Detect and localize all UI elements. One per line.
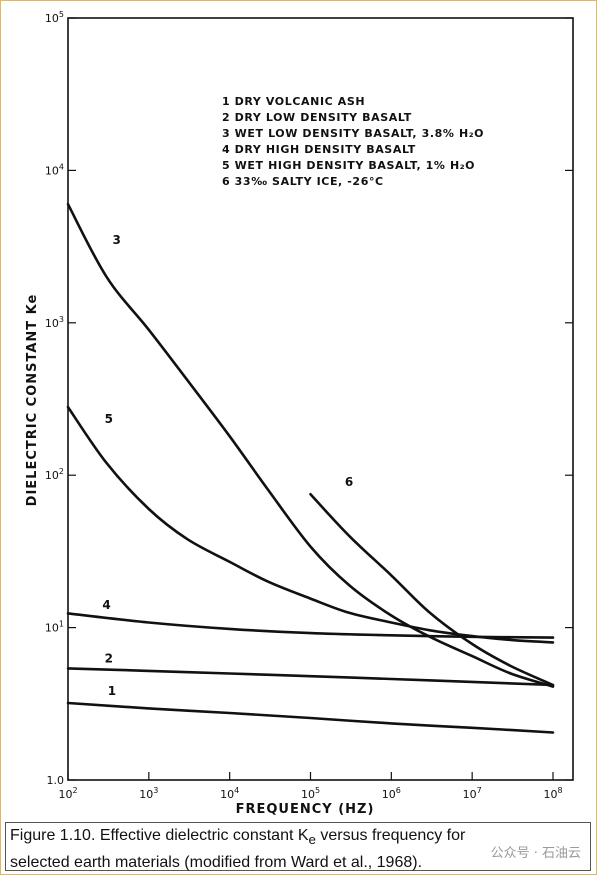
caption-subscript: e: [308, 832, 316, 848]
curve-series-2: [66, 667, 555, 687]
plot-area: [67, 17, 574, 781]
x-ticks: 102 103 104 105 106 107 108: [58, 772, 563, 801]
curve-label-5: 5: [105, 412, 113, 426]
y-tick-label-2: 102: [45, 467, 64, 482]
caption-line-1-suffix: versus frequency for: [315, 827, 466, 844]
curves: [66, 202, 555, 734]
watermark: 公众号 · 石油云: [490, 846, 581, 861]
y-tick-label-4: 104: [45, 162, 64, 177]
legend-entry-4: 4 DRY HIGH DENSITY BASALT: [222, 143, 416, 156]
y-tick-label-5: 105: [45, 10, 64, 25]
caption-line-2: selected earth materials (modified from …: [10, 854, 423, 872]
legend-entry-5: 5 WET HIGH DENSITY BASALT, 1% H₂O: [222, 159, 475, 172]
legend-entry-2: 2 DRY LOW DENSITY BASALT: [222, 111, 412, 124]
x-tick-label-4: 106: [382, 786, 401, 801]
legend: 1 DRY VOLCANIC ASH 2 DRY LOW DENSITY BASA…: [222, 95, 484, 188]
curve-series-4: [66, 612, 555, 639]
curve-label-3: 3: [112, 233, 120, 247]
caption-line-1: Figure 1.10. Effective dielectric consta…: [10, 824, 586, 851]
curve-label-4: 4: [102, 598, 110, 612]
y-tick-label-0: 1.0: [47, 774, 65, 787]
curve-series-3: [66, 202, 555, 688]
curve-series-6: [309, 492, 555, 687]
x-tick-label-5: 107: [463, 786, 482, 801]
curve-series-5: [66, 405, 555, 644]
curve-label-6: 6: [345, 475, 353, 489]
figure-caption: Figure 1.10. Effective dielectric consta…: [5, 822, 591, 871]
x-tick-label-1: 103: [139, 786, 158, 801]
y-ticks: 1.0 101 102 103 104 105: [45, 10, 573, 787]
curve-labels: 1 2 3 4 5 6: [102, 233, 353, 698]
x-axis-title: FREQUENCY (HZ): [236, 802, 375, 817]
chart: 102 103 104 105 106 107 108 1.0 101 102 103 104 105…: [25, 10, 574, 817]
y-axis-title: DIELECTRIC CONSTANT Ke: [25, 294, 40, 507]
legend-entry-6: 6 33‰ SALTY ICE, -26°C: [222, 175, 384, 188]
curve-label-2: 2: [105, 652, 113, 666]
x-tick-label-2: 104: [220, 786, 239, 801]
y-tick-label-1: 101: [45, 620, 64, 635]
x-tick-label-3: 105: [301, 786, 320, 801]
x-tick-label-6: 108: [543, 786, 562, 801]
curve-series-1: [66, 701, 555, 734]
caption-line-1-prefix: Figure 1.10. Effective dielectric consta…: [10, 827, 309, 844]
curve-label-1: 1: [108, 684, 116, 698]
legend-entry-1: 1 DRY VOLCANIC ASH: [222, 95, 365, 108]
y-tick-label-3: 103: [45, 315, 64, 330]
legend-entry-3: 3 WET LOW DENSITY BASALT, 3.8% H₂O: [222, 127, 484, 140]
x-tick-label-0: 102: [58, 786, 77, 801]
